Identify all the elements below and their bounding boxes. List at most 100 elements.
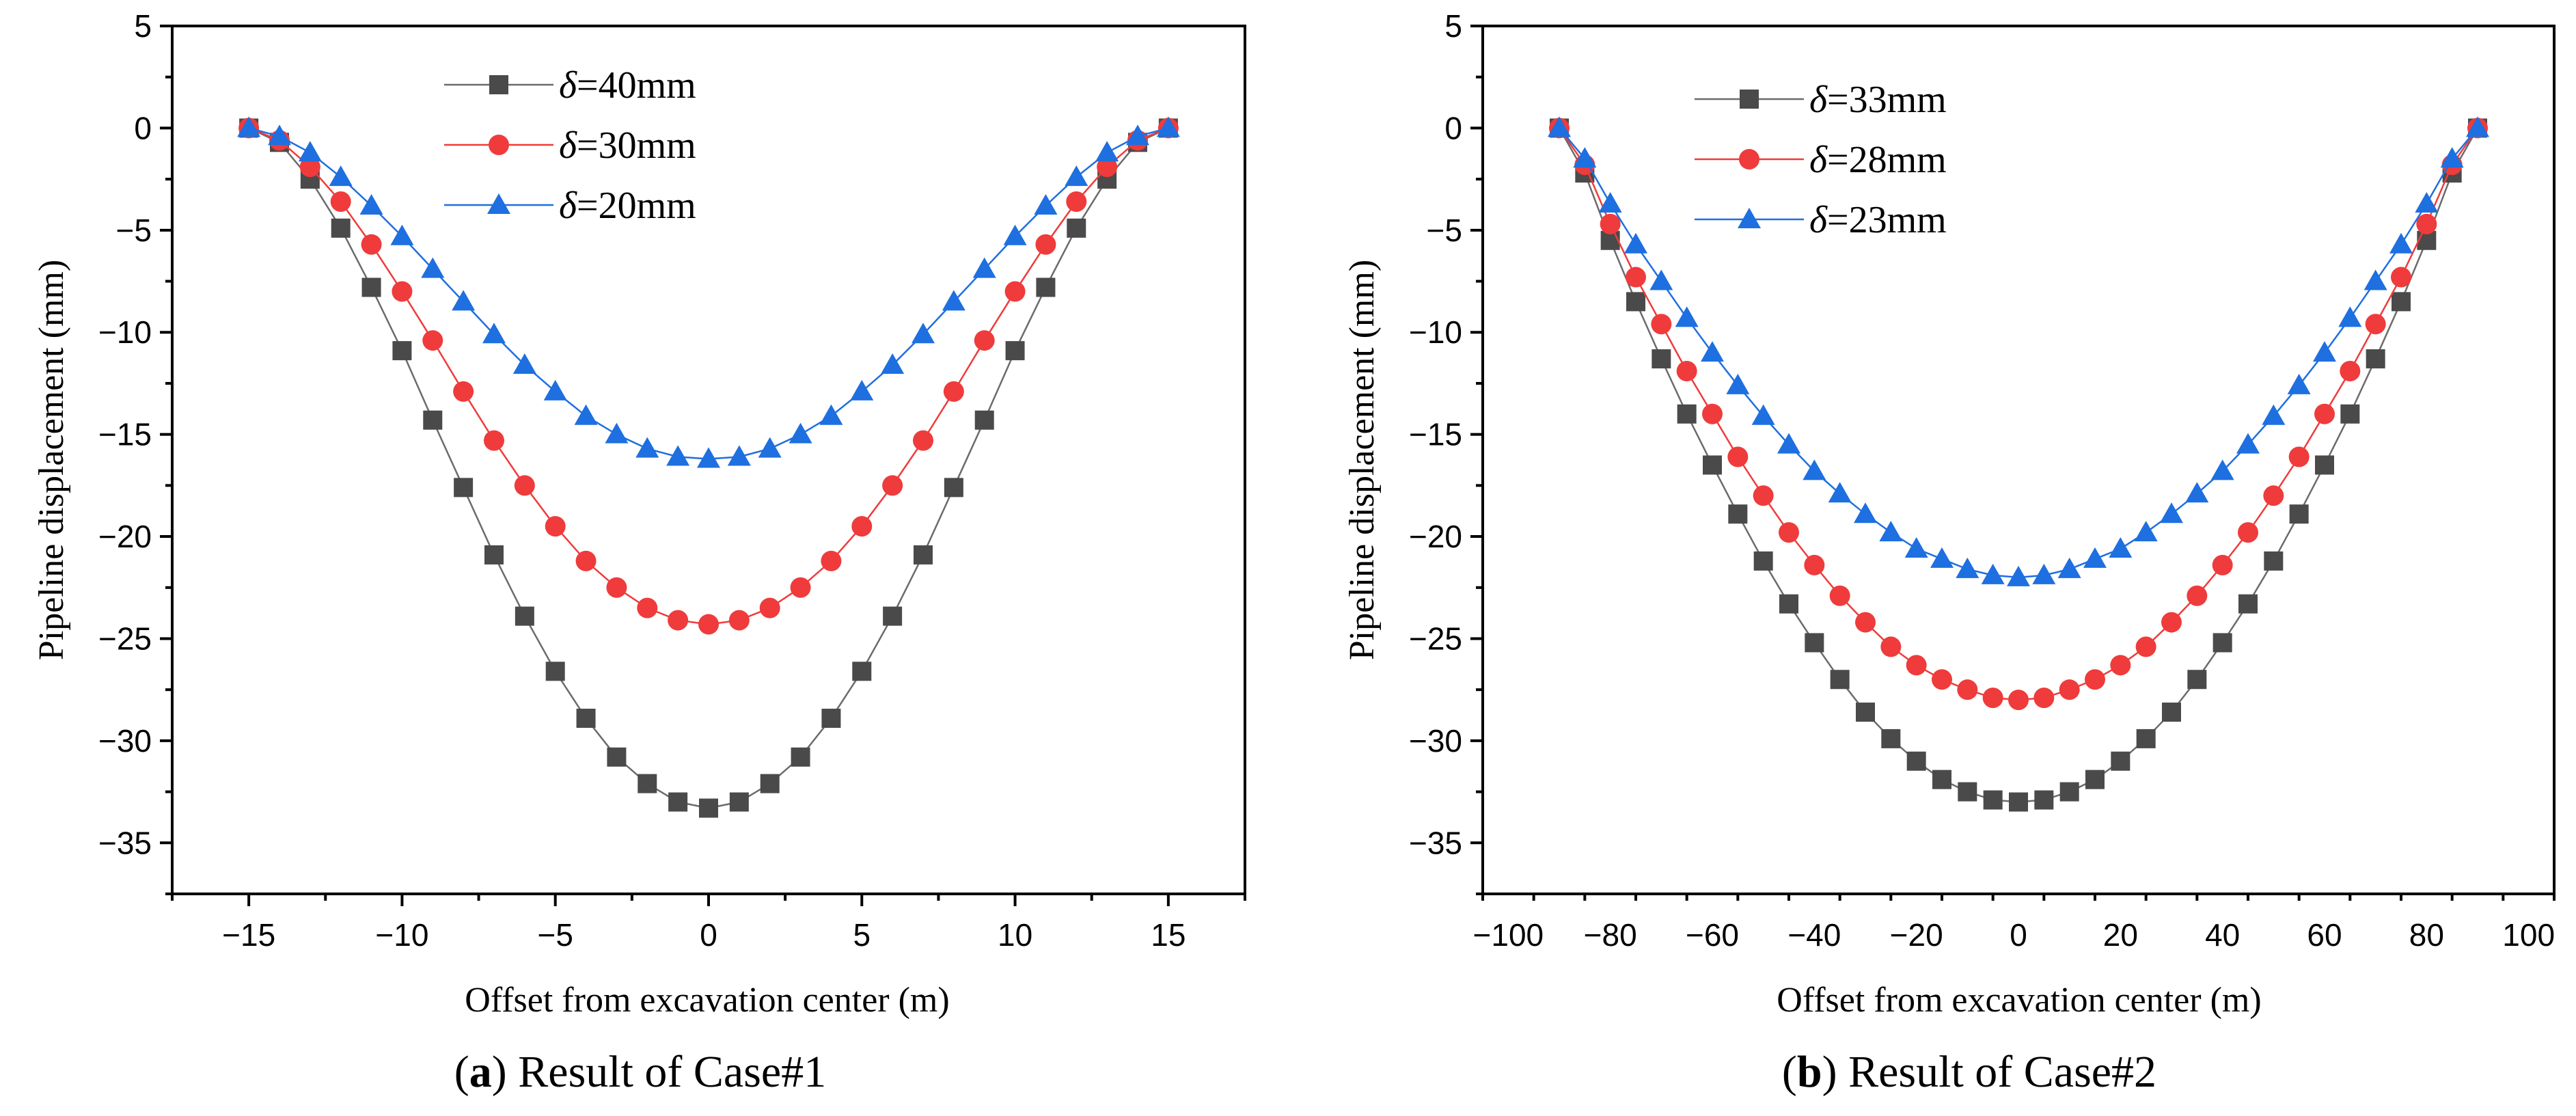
data-point <box>2238 594 2258 614</box>
data-point <box>913 430 933 451</box>
data-point <box>1649 269 1673 290</box>
data-point <box>1624 232 1647 254</box>
data-point <box>944 478 963 498</box>
data-point <box>2160 502 2183 523</box>
data-point <box>1701 341 1724 362</box>
legend-entry: δ=40mm <box>444 64 696 107</box>
y-tick-label: 0 <box>134 110 152 146</box>
legend-entry: δ=30mm <box>444 124 696 167</box>
x-tick-label: 40 <box>2205 917 2240 953</box>
legend-marker <box>1738 208 1761 228</box>
data-point <box>1626 292 1645 312</box>
data-point <box>1675 306 1699 327</box>
x-tick-label: 60 <box>2307 917 2342 953</box>
data-point <box>2109 536 2133 558</box>
data-point <box>515 606 534 626</box>
x-tick-label: −15 <box>222 917 275 953</box>
data-point <box>2262 404 2286 425</box>
data-point <box>1957 679 1978 700</box>
data-point <box>1005 341 1025 361</box>
data-point <box>606 577 627 598</box>
data-point <box>1548 116 1571 137</box>
data-point <box>1651 314 1672 335</box>
data-point <box>791 747 810 767</box>
legend-label: δ=40mm <box>559 64 696 107</box>
data-point <box>1004 281 1026 302</box>
data-point <box>1803 459 1826 480</box>
data-point <box>1067 218 1086 238</box>
data-point <box>668 610 689 631</box>
data-point <box>2185 482 2209 503</box>
data-point <box>2340 361 2361 382</box>
panel-a: −15 −10 −5 0 5 10 15 5 0 −5 −10 −15 −20 −25 −30 −35 Offs… <box>32 8 1246 1097</box>
data-point <box>1097 156 1118 178</box>
data-point <box>1703 455 1722 475</box>
data-point <box>2389 232 2413 254</box>
data-point <box>421 257 445 278</box>
data-point <box>942 290 965 311</box>
y-tick-label: −10 <box>98 314 152 350</box>
series-triangle <box>237 116 1180 468</box>
data-point <box>1804 554 1825 575</box>
data-point <box>2033 688 2055 709</box>
data-point <box>666 445 690 466</box>
data-point <box>2136 729 2156 748</box>
data-point <box>2238 522 2258 543</box>
data-point <box>2415 191 2439 213</box>
data-point <box>2440 147 2464 168</box>
panel-caption-text: Result of Case#2 <box>1848 1047 2156 1097</box>
legend-entry: δ=23mm <box>1695 199 1947 241</box>
x-tick-label: 10 <box>998 917 1032 953</box>
data-point <box>758 437 782 458</box>
x-tick-label: 5 <box>853 917 871 953</box>
legend-value: =23mm <box>1827 199 1947 241</box>
x-tick-label: 15 <box>1151 917 1186 953</box>
data-point <box>635 437 659 458</box>
legend-entry: δ=33mm <box>1695 79 1947 121</box>
data-point <box>882 475 903 496</box>
data-point <box>1573 147 1597 168</box>
legend-symbol: δ <box>559 185 577 227</box>
y-tick-label: −5 <box>116 213 152 248</box>
data-point <box>1828 482 1852 503</box>
data-point <box>330 191 351 212</box>
legend-value: =28mm <box>1827 139 1947 181</box>
series-line <box>248 127 1169 625</box>
y-tick-label: −5 <box>1427 213 1462 248</box>
legend-marker <box>1739 149 1759 169</box>
data-point <box>392 341 412 361</box>
data-point <box>1829 585 1850 606</box>
y-tick-label: −25 <box>98 621 152 656</box>
data-point <box>2210 459 2234 480</box>
data-point <box>1879 521 1903 542</box>
legend-value: =33mm <box>1827 79 1947 121</box>
y-tick-label: −30 <box>98 723 152 759</box>
data-point <box>482 323 506 344</box>
data-point <box>237 116 261 137</box>
legend-value: =30mm <box>577 124 696 167</box>
data-point <box>2134 521 2158 542</box>
series-circle <box>238 118 1179 635</box>
legend-symbol: δ <box>559 124 577 167</box>
x-tick-label: 0 <box>700 917 717 953</box>
panel-caption: (a) Result of Case#1 <box>454 1047 826 1097</box>
legend-label: δ=20mm <box>559 185 696 227</box>
data-point <box>545 516 566 537</box>
data-point <box>697 447 720 468</box>
data-point <box>1753 485 1774 506</box>
data-point <box>543 379 567 400</box>
data-point <box>1036 277 1056 297</box>
data-point <box>1035 234 1056 255</box>
data-point <box>2110 655 2131 676</box>
data-point <box>2289 504 2309 524</box>
data-point <box>512 353 536 375</box>
data-point <box>637 597 658 618</box>
data-point <box>789 422 812 444</box>
data-point <box>2162 703 2181 722</box>
data-point <box>454 478 474 498</box>
data-point <box>2059 782 2079 802</box>
data-point <box>1751 404 1775 425</box>
data-point <box>422 330 443 351</box>
data-point <box>2007 565 2030 586</box>
data-point <box>1855 612 1876 633</box>
